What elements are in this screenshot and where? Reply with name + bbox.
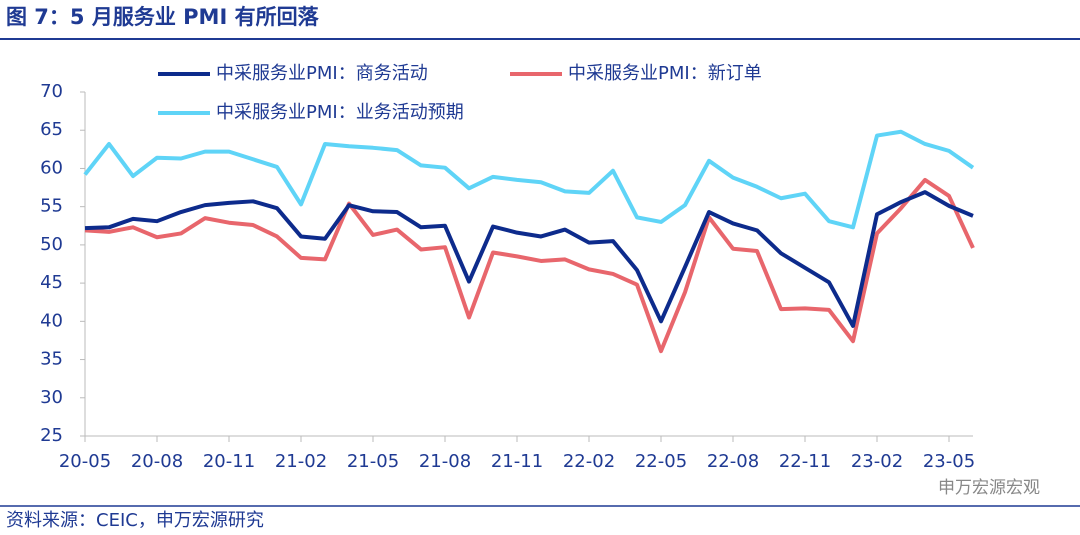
- y-tick-label: 55: [40, 196, 63, 217]
- x-tick-label: 22-08: [707, 451, 759, 472]
- series-line: [84, 190, 974, 328]
- x-tick-label: 22-05: [635, 451, 687, 472]
- y-tick-label: 35: [40, 349, 63, 370]
- watermark: 申万宏源宏观: [938, 478, 1040, 498]
- x-tick-label: 21-11: [491, 451, 543, 472]
- y-tick-label: 45: [40, 272, 63, 293]
- series-line: [83, 129, 975, 230]
- x-tick-label: 20-08: [131, 451, 183, 472]
- legend-label: 中采服务业PMI：业务活动预期: [216, 102, 464, 123]
- chart-title: 图 7：5 月服务业 PMI 有所回落: [6, 5, 320, 29]
- y-tick-label: 40: [40, 310, 63, 331]
- x-tick-label: 23-05: [923, 451, 975, 472]
- x-tick-label: 21-02: [275, 451, 327, 472]
- x-tick-label: 23-02: [851, 451, 903, 472]
- y-tick-label: 60: [40, 157, 63, 178]
- y-tick-label: 50: [40, 234, 63, 255]
- y-tick-label: 25: [40, 425, 63, 446]
- y-tick-label: 30: [40, 387, 63, 408]
- x-tick-label: 22-11: [779, 451, 831, 472]
- source: 资料来源：CEIC，申万宏源研究: [6, 510, 264, 531]
- series-line: [84, 177, 975, 354]
- y-tick-label: 70: [40, 81, 63, 102]
- legend-label: 中采服务业PMI：商务活动: [216, 63, 428, 84]
- x-tick-label: 20-11: [203, 451, 255, 472]
- x-tick-label: 21-08: [419, 451, 471, 472]
- x-tick-label: 21-05: [347, 451, 399, 472]
- x-tick-label: 20-05: [59, 451, 111, 472]
- y-tick-label: 65: [40, 119, 63, 140]
- x-tick-label: 22-02: [563, 451, 615, 472]
- legend-label: 中采服务业PMI：新订单: [568, 63, 762, 84]
